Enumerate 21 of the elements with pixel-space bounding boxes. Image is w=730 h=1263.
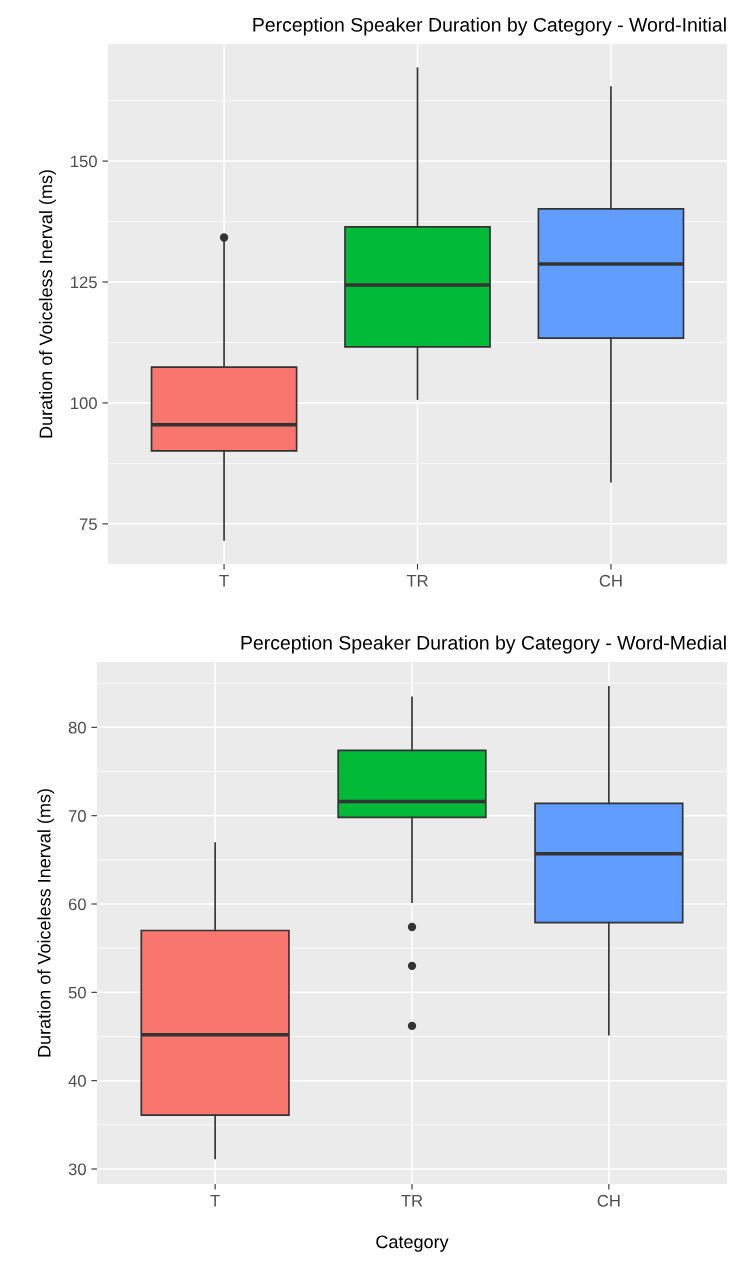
y-axis-title: Duration of Voiceless Inerval (ms) (37, 789, 55, 1057)
x-tick-label: TR (406, 575, 428, 587)
x-tick-label: TR (401, 1195, 423, 1207)
x-tick-label: CH (599, 574, 622, 587)
chart-title: Perception Speaker Duration by Category - Word-Medial (241, 635, 726, 654)
x-tick-label: T (210, 1195, 220, 1207)
y-axis-title: Duration of Voiceless Inerval (ms) (39, 170, 56, 438)
y-tick-label: 50 (68, 986, 86, 999)
y-tick-label: 40 (68, 1075, 86, 1087)
y-tick-label: 150 (71, 155, 97, 168)
x-tick-label: T (219, 575, 229, 587)
y-tick-label: 80 (68, 721, 86, 734)
y-tick-label: 125 (71, 276, 97, 289)
y-tick-label: 30 (68, 1163, 86, 1176)
y-tick-label: 100 (71, 397, 97, 410)
y-tick-label: 75 (79, 518, 97, 531)
chart-title: Perception Speaker Duration by Category - Word-Initial (253, 17, 726, 36)
x-axis-title: Category (376, 1235, 449, 1252)
x-tick-label: CH (597, 1194, 620, 1207)
y-tick-label: 70 (68, 810, 86, 822)
y-tick-label: 60 (68, 898, 86, 911)
